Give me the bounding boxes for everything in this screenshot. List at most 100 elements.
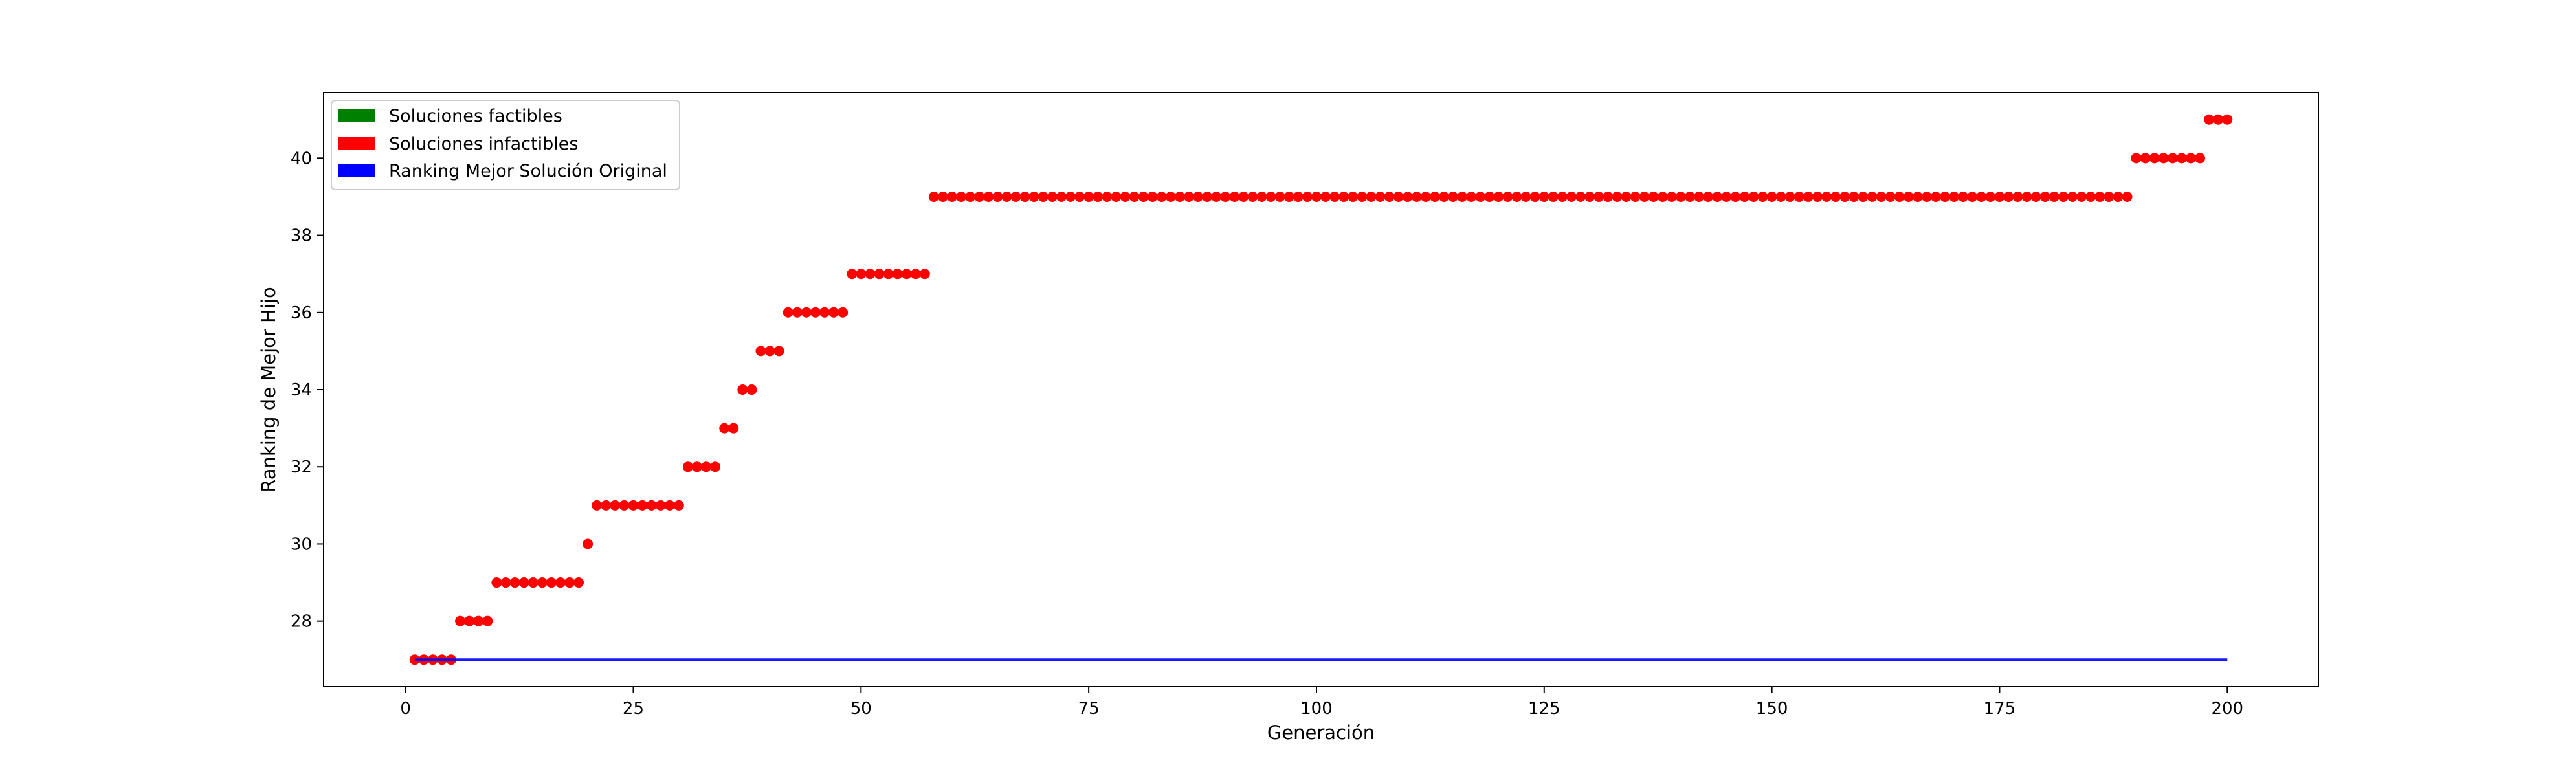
x-tick-label: 125 — [1528, 699, 1560, 718]
data-point — [1775, 191, 1786, 202]
x-tick-label: 100 — [1300, 699, 1333, 718]
data-point — [856, 269, 867, 280]
data-point — [937, 191, 948, 202]
legend-swatch-infactibles — [338, 137, 375, 150]
data-point — [1457, 191, 1468, 202]
data-point — [1028, 191, 1039, 202]
data-point — [1384, 191, 1395, 202]
data-point — [537, 577, 548, 588]
data-point — [810, 307, 821, 318]
data-point — [1867, 191, 1878, 202]
data-point — [1511, 191, 1522, 202]
data-point — [847, 269, 858, 280]
data-point — [1466, 191, 1477, 202]
data-point — [1229, 191, 1240, 202]
data-point — [1202, 191, 1213, 202]
data-point — [1839, 191, 1850, 202]
data-point — [583, 538, 594, 549]
data-point — [1183, 191, 1194, 202]
data-point — [1684, 191, 1695, 202]
data-point — [701, 461, 712, 472]
data-point — [1858, 191, 1869, 202]
y-tick-label: 38 — [291, 227, 312, 246]
axis-ticks: 0 25 50 75 100 125 150 175 200 28 30 32 34 36 38 40 — [291, 149, 2243, 718]
legend: Soluciones factibles Soluciones infactib… — [331, 100, 680, 190]
data-point — [965, 191, 976, 202]
data-point — [1247, 191, 1258, 202]
data-point — [892, 269, 903, 280]
y-tick-label: 30 — [291, 535, 312, 554]
data-point — [1411, 191, 1422, 202]
data-point — [464, 615, 475, 626]
data-point — [1830, 191, 1841, 202]
data-point — [1019, 191, 1030, 202]
data-point — [2122, 191, 2133, 202]
data-point — [2195, 153, 2206, 164]
x-tick-label: 150 — [1756, 699, 1788, 718]
data-point — [1976, 191, 1987, 202]
data-point — [1584, 191, 1595, 202]
data-point — [646, 500, 657, 511]
data-point — [664, 500, 675, 511]
data-point — [1283, 191, 1294, 202]
data-point — [527, 577, 539, 588]
data-point — [2076, 191, 2087, 202]
data-point — [1348, 191, 1359, 202]
data-point — [1958, 191, 1969, 202]
y-tick-label: 36 — [291, 304, 312, 323]
legend-swatch-factibles — [338, 109, 375, 122]
data-point — [601, 500, 612, 511]
data-point — [1047, 191, 1058, 202]
data-point — [728, 423, 739, 434]
data-point — [1593, 191, 1604, 202]
data-point — [828, 307, 839, 318]
data-point — [1302, 191, 1313, 202]
data-point — [482, 615, 493, 626]
data-point — [1529, 191, 1540, 202]
data-point — [1484, 191, 1495, 202]
data-point — [1566, 191, 1577, 202]
data-point — [1949, 191, 1960, 202]
data-point — [1010, 191, 1021, 202]
data-point — [737, 384, 748, 395]
data-point — [1220, 191, 1231, 202]
y-tick-label: 32 — [291, 458, 312, 477]
data-point — [1493, 191, 1504, 202]
data-point — [1165, 191, 1176, 202]
data-point — [2158, 153, 2169, 164]
data-point — [1502, 191, 1513, 202]
data-point — [1538, 191, 1549, 202]
data-point — [1967, 191, 1978, 202]
data-point — [1666, 191, 1677, 202]
data-point — [1821, 191, 1832, 202]
data-point — [2185, 153, 2196, 164]
data-point — [947, 191, 958, 202]
x-axis-label: Generación — [1267, 722, 1375, 744]
legend-label-factibles: Soluciones factibles — [389, 106, 562, 126]
data-point — [1156, 191, 1167, 202]
data-point — [1648, 191, 1659, 202]
data-point — [555, 577, 566, 588]
data-point — [2222, 114, 2233, 125]
data-point — [2140, 153, 2151, 164]
data-point — [1429, 191, 1440, 202]
y-tick-label: 28 — [291, 612, 312, 632]
data-point — [1557, 191, 1568, 202]
data-point — [928, 191, 939, 202]
data-point — [1274, 191, 1285, 202]
data-point — [764, 346, 775, 357]
data-point — [1520, 191, 1531, 202]
data-point — [592, 500, 603, 511]
data-point — [619, 500, 630, 511]
y-tick-label: 40 — [291, 149, 312, 168]
data-point — [1366, 191, 1377, 202]
data-point — [1448, 191, 1459, 202]
data-point — [2149, 153, 2160, 164]
data-point — [1238, 191, 1249, 202]
data-point — [1329, 191, 1340, 202]
legend-swatch-original — [338, 164, 375, 177]
data-point — [1293, 191, 1304, 202]
data-point — [1548, 191, 1559, 202]
data-point — [1894, 191, 1905, 202]
